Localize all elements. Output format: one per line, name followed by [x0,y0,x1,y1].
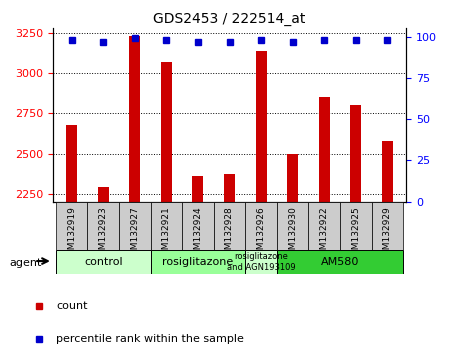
Text: GSM132926: GSM132926 [257,207,266,261]
Text: GSM132919: GSM132919 [67,207,76,262]
Bar [319,97,330,354]
Bar [119,202,151,250]
Text: GSM132924: GSM132924 [193,207,202,261]
Text: rosiglitazone: rosiglitazone [162,257,234,267]
Bar [350,105,361,354]
Text: AM580: AM580 [321,257,359,267]
Bar [129,36,140,354]
Text: GSM132927: GSM132927 [130,207,140,261]
Bar [161,62,172,354]
Bar [56,250,151,274]
Bar [287,154,298,354]
Bar [182,202,214,250]
Bar [192,176,203,354]
Text: count: count [56,301,88,310]
Text: GSM132925: GSM132925 [351,207,360,261]
Bar [88,202,119,250]
Bar [224,174,235,354]
Bar [66,125,77,354]
Bar [340,202,371,250]
Bar [245,202,277,250]
Bar [151,202,182,250]
Bar [256,51,267,354]
Text: GSM132922: GSM132922 [319,207,329,261]
Text: GSM132929: GSM132929 [383,207,392,261]
Bar [277,202,308,250]
Text: rosiglitazone
and AGN193109: rosiglitazone and AGN193109 [227,252,296,272]
Bar [98,187,109,354]
Bar [245,250,277,274]
Bar [371,202,403,250]
Text: percentile rank within the sample: percentile rank within the sample [56,334,244,344]
Text: GDS2453 / 222514_at: GDS2453 / 222514_at [153,12,306,27]
Bar [382,141,393,354]
Bar [308,202,340,250]
Bar [151,250,245,274]
Text: GSM132928: GSM132928 [225,207,234,261]
Text: GSM132923: GSM132923 [99,207,108,261]
Text: GSM132930: GSM132930 [288,207,297,262]
Bar [56,202,88,250]
Text: control: control [84,257,123,267]
Bar [277,250,403,274]
Text: GSM132921: GSM132921 [162,207,171,261]
Text: agent: agent [9,258,42,268]
Bar [214,202,245,250]
